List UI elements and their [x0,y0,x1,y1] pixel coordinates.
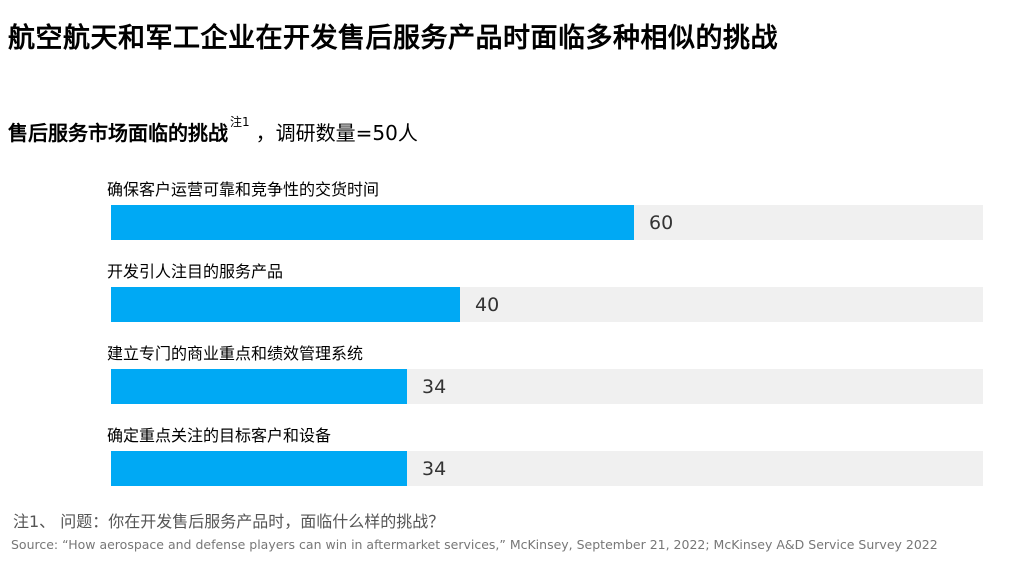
bar-track: 60 [111,205,983,240]
bar [111,287,460,322]
bar [111,369,407,404]
category-label: 建立专门的商业重点和绩效管理系统 [107,344,364,363]
chart-subtitle: 售后服务市场面临的挑战 注1 ，调研数量=50人 [8,115,418,146]
source-note: Source: “How aerospace and defense playe… [11,537,938,552]
category-label: 确保客户运营可靠和竞争性的交货时间 [107,180,380,199]
bar-track: 40 [111,287,983,322]
bar [111,205,634,240]
category-label: 开发引人注目的服务产品 [107,262,284,281]
bar-value-label: 60 [649,212,674,234]
survey-count: ，调研数量=50人 [255,121,418,145]
bar [111,451,407,486]
footnote: 注1、 问题：你在开发售后服务产品时，面临什么样的挑战？ [13,512,445,531]
note-marker: 注1 [230,115,250,129]
bar-value-label: 40 [475,294,500,316]
bar-value-label: 34 [422,376,447,398]
bar-value-label: 34 [422,458,447,480]
category-label: 确定重点关注的目标客户和设备 [107,426,332,445]
chart-title: 航空航天和军工企业在开发售后服务产品时面临多种相似的挑战 [8,23,778,54]
bar-track: 34 [111,369,983,404]
subtitle-text: 售后服务市场面临的挑战 [8,121,228,145]
bar-track: 34 [111,451,983,486]
